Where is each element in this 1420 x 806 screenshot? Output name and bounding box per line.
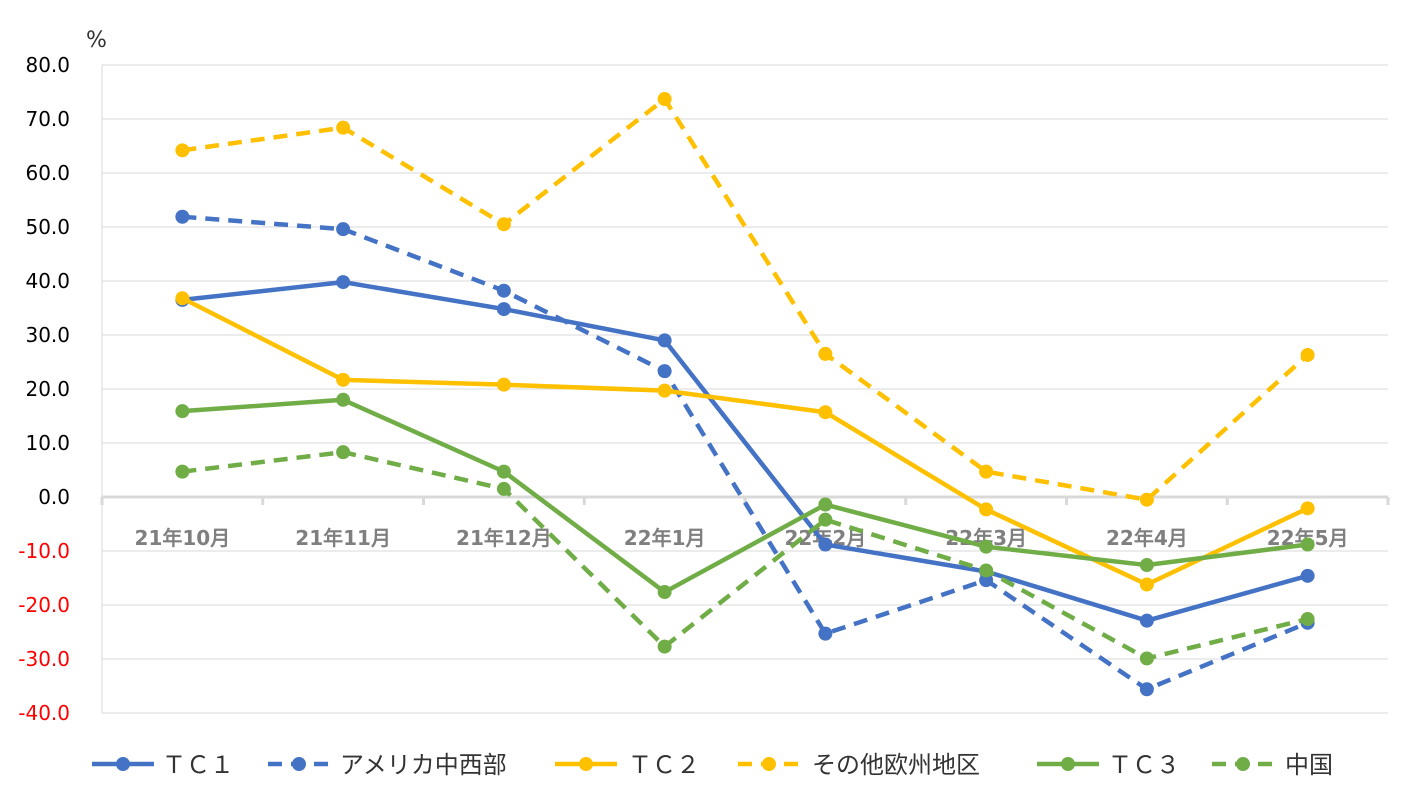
data-point (818, 405, 833, 420)
series-line (182, 96, 1310, 502)
data-point (1300, 501, 1315, 516)
x-tick-label: 21年11月 (295, 526, 391, 550)
data-point (657, 585, 672, 600)
legend-label: ＴＣ２ (628, 751, 700, 779)
y-tick-label: -20.0 (18, 593, 70, 617)
legend-marker (292, 757, 306, 771)
y-tick-label: 60.0 (25, 161, 70, 185)
y-tick-label: -10.0 (18, 539, 70, 563)
data-point (175, 143, 190, 158)
legend: ＴＣ１ アメリカ中西部 ＴＣ２ その他欧州地区 ＴＣ３ 中国 (92, 751, 1333, 779)
legend-label: 中国 (1285, 751, 1333, 779)
data-point (979, 539, 994, 554)
series-6 (175, 445, 1315, 666)
data-point (496, 217, 511, 232)
series-line (180, 279, 1310, 623)
data-point (1300, 537, 1315, 552)
data-point (1139, 651, 1154, 666)
y-tick-label: -40.0 (18, 701, 70, 725)
y-tick-label: 30.0 (25, 323, 70, 347)
data-point (657, 639, 672, 654)
data-point (175, 464, 190, 479)
data-point (657, 333, 672, 348)
data-point (496, 377, 511, 392)
data-point (818, 346, 833, 361)
legend-item: ＴＣ３ (1037, 751, 1180, 779)
series-lines (175, 92, 1315, 697)
data-point (175, 404, 190, 419)
data-point (818, 497, 833, 512)
data-point (1139, 613, 1154, 628)
y-tick-label: 50.0 (25, 215, 70, 239)
legend-marker (1061, 757, 1075, 771)
legend-item: アメリカ中西部 (268, 751, 507, 779)
data-point (979, 502, 994, 517)
x-tick-label: 22年4月 (1106, 526, 1188, 550)
data-point (496, 481, 511, 496)
data-point (175, 291, 190, 306)
series-line (180, 296, 1310, 587)
data-point (496, 283, 511, 298)
data-point (1300, 347, 1315, 362)
legend-marker (762, 757, 776, 771)
data-point (979, 464, 994, 479)
legend-item: ＴＣ１ (92, 751, 234, 779)
series-line (182, 449, 1309, 661)
data-point (336, 372, 351, 387)
legend-label: その他欧州地区 (812, 751, 980, 779)
x-tick-label: 21年10月 (135, 526, 231, 550)
series-5 (175, 392, 1315, 600)
data-point (1139, 492, 1154, 507)
data-point (1300, 612, 1315, 627)
y-tick-label: 70.0 (25, 107, 70, 131)
y-tick-label: 80.0 (25, 53, 70, 77)
series-3 (175, 291, 1315, 592)
gridlines (101, 64, 1388, 714)
x-tick-label: 21年12月 (456, 526, 552, 550)
y-tick-label: 20.0 (25, 377, 70, 401)
data-point (1300, 568, 1315, 583)
series-line (180, 397, 1310, 595)
data-point (657, 364, 672, 379)
legend-item: 中国 (1212, 751, 1333, 779)
series-line (182, 214, 1309, 692)
data-point (496, 464, 511, 479)
legend-label: ＴＣ３ (1108, 751, 1180, 779)
data-point (336, 275, 351, 290)
data-point (657, 383, 672, 398)
data-point (1139, 682, 1154, 697)
y-tick-label: -30.0 (18, 647, 70, 671)
data-point (336, 120, 351, 135)
y-unit-label: % (86, 28, 107, 53)
y-tick-label: 40.0 (25, 269, 70, 293)
legend-label: アメリカ中西部 (340, 751, 507, 779)
data-point (1139, 577, 1154, 592)
data-point (496, 302, 511, 317)
legend-marker (579, 757, 593, 771)
data-point (336, 222, 351, 237)
data-point (818, 626, 833, 641)
x-tick-label: 22年1月 (624, 526, 706, 550)
data-point (175, 209, 190, 224)
y-tick-label: 0.0 (38, 485, 70, 509)
y-tick-label: 10.0 (25, 431, 70, 455)
legend-marker (1236, 757, 1250, 771)
data-point (818, 537, 833, 552)
data-point (979, 573, 994, 588)
data-point (818, 512, 833, 527)
series-4 (175, 92, 1315, 507)
data-point (336, 445, 351, 460)
legend-marker (116, 757, 130, 771)
y-axis-ticks: 80.0 70.0 60.0 50.0 40.0 30.0 20.0 10.0 0.0 -10.0… (18, 53, 70, 725)
legend-item: その他欧州地区 (738, 751, 980, 779)
legend-item: ＴＣ２ (555, 751, 700, 779)
data-point (336, 392, 351, 407)
data-point (979, 563, 994, 578)
data-point (657, 92, 672, 107)
data-point (1139, 558, 1154, 573)
legend-label: ＴＣ１ (162, 751, 234, 779)
